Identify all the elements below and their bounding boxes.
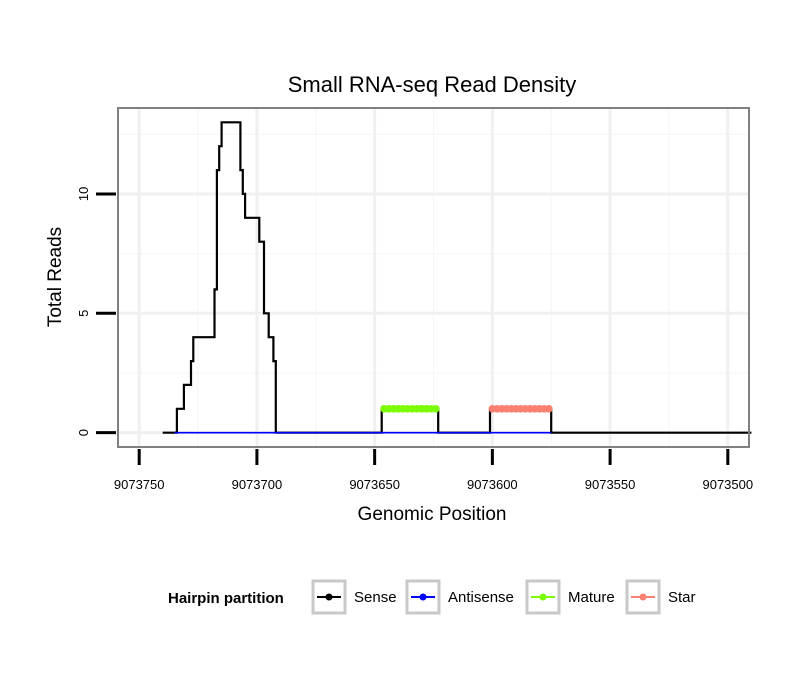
legend-title: Hairpin partition — [168, 590, 284, 607]
y-tick-label: 5 — [76, 310, 91, 317]
chart-title: Small RNA-seq Read Density — [288, 72, 577, 97]
legend-item-mature: Mature — [525, 579, 615, 615]
legend-entries: Sense Antisense Mature Star — [311, 579, 696, 615]
x-tick-label: 9073700 — [232, 477, 283, 492]
legend-label-star: Star — [668, 589, 696, 606]
legend-label-mature: Mature — [568, 589, 615, 606]
x-axis-title: Genomic Position — [358, 504, 507, 525]
panel-border — [117, 107, 750, 448]
legend-label-antisense: Antisense — [448, 589, 514, 606]
x-tick-label: 9073650 — [349, 477, 400, 492]
legend-label-sense: Sense — [354, 589, 397, 606]
series-line-sense — [162, 121, 752, 434]
legend-item-star: Star — [625, 579, 696, 615]
legend-key-point-antisense — [419, 593, 427, 601]
series-point-star — [545, 405, 553, 413]
x-tick-label: 9073550 — [585, 477, 636, 492]
legend-item-antisense: Antisense — [405, 579, 514, 615]
y-tick-label: 10 — [76, 187, 91, 201]
y-axis-title: Total Reads — [45, 227, 66, 327]
series-layer — [162, 121, 752, 434]
legend-key-point-star — [639, 593, 647, 601]
legend: Hairpin partition Sense Antisense Mature St… — [168, 579, 696, 615]
legend-key-point-sense — [325, 593, 333, 601]
legend-item-sense: Sense — [311, 579, 397, 615]
series-point-mature — [432, 405, 440, 413]
x-tick-label: 9073750 — [114, 477, 165, 492]
x-axis: 9073750 9073700 9073650 9073600 9073550 90735… — [114, 449, 753, 492]
y-tick-label: 0 — [76, 429, 91, 436]
plot-panel — [117, 107, 752, 448]
legend-key-point-mature — [539, 593, 547, 601]
x-tick-label: 9073600 — [467, 477, 518, 492]
x-tick-label: 9073500 — [702, 477, 753, 492]
y-axis: 0 5 10 — [76, 187, 116, 436]
